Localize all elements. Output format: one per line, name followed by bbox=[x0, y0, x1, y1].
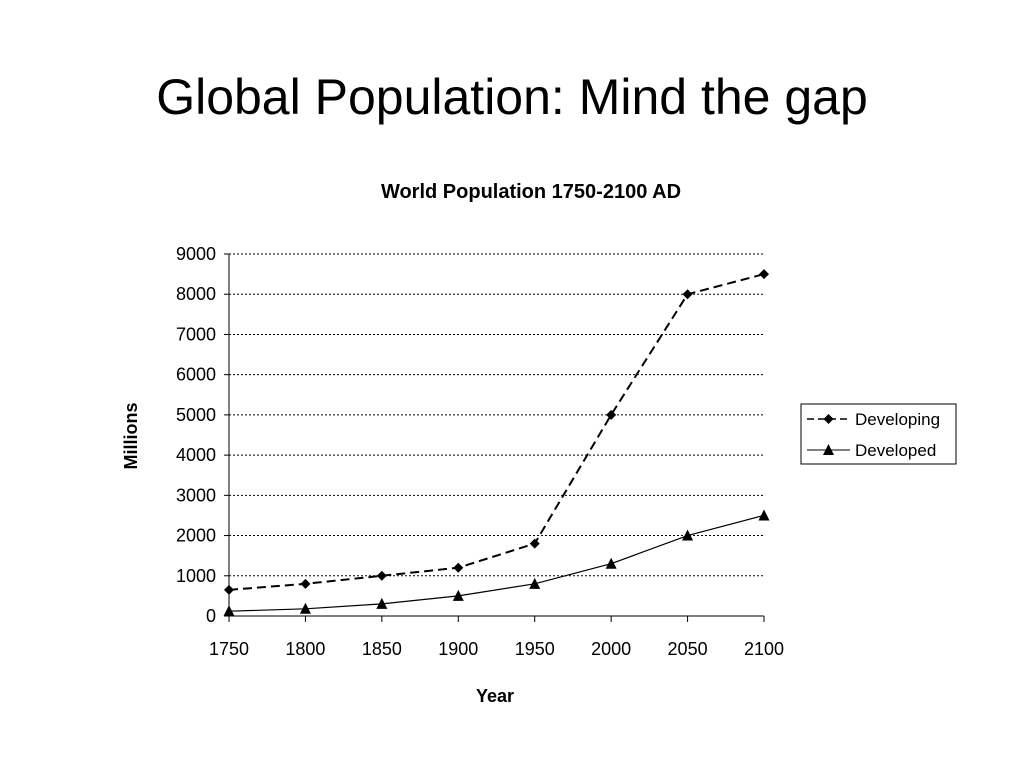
y-tick-label: 4000 bbox=[176, 445, 216, 465]
y-tick-label: 2000 bbox=[176, 526, 216, 546]
series-developing bbox=[224, 269, 769, 595]
y-tick-label: 9000 bbox=[176, 244, 216, 264]
data-point-developing bbox=[376, 570, 387, 581]
legend-developed-marker bbox=[823, 444, 834, 455]
x-tick-label: 1750 bbox=[209, 639, 249, 659]
slide-title: Global Population: Mind the gap bbox=[156, 69, 868, 125]
y-tick-label: 5000 bbox=[176, 405, 216, 425]
data-point-developing bbox=[453, 562, 464, 573]
legend-developed-label: Developed bbox=[855, 441, 936, 460]
x-tick-label: 1950 bbox=[515, 639, 555, 659]
series-line-developed bbox=[228, 514, 765, 612]
legend: Developing Developed bbox=[800, 403, 957, 465]
y-tick-label: 3000 bbox=[176, 485, 216, 505]
data-point-developed bbox=[758, 509, 770, 521]
x-tick-label: 1900 bbox=[438, 639, 478, 659]
x-tick-labels: 1750 1800 1850 1900 1950 2000 2050 2100 bbox=[209, 639, 784, 659]
y-tick-label: 7000 bbox=[176, 324, 216, 344]
series-developed bbox=[223, 509, 770, 617]
x-tick-label: 1800 bbox=[285, 639, 325, 659]
gridlines bbox=[229, 253, 764, 577]
y-tick-labels: 0 1000 2000 3000 4000 5000 6000 7000 8000 9000 bbox=[176, 244, 216, 626]
y-axis-label: Millions bbox=[121, 403, 141, 470]
data-point-developed bbox=[299, 602, 311, 614]
x-tick-label: 1850 bbox=[362, 639, 402, 659]
series-layer bbox=[223, 269, 770, 617]
data-point-developed bbox=[529, 577, 541, 589]
data-point-developing bbox=[759, 269, 769, 280]
series-line-developing bbox=[228, 273, 765, 591]
data-point-developed bbox=[223, 605, 235, 617]
y-tick-label: 1000 bbox=[176, 566, 216, 586]
y-tick-label: 8000 bbox=[176, 284, 216, 304]
data-point-developed bbox=[452, 589, 464, 601]
data-point-developed bbox=[376, 597, 388, 609]
data-point-developing bbox=[682, 289, 693, 300]
data-point-developing bbox=[224, 584, 234, 595]
y-tick-label: 6000 bbox=[176, 365, 216, 385]
data-point-developing bbox=[300, 578, 311, 589]
legend-developing-label: Developing bbox=[855, 410, 940, 429]
x-axis-label: Year bbox=[476, 686, 514, 706]
data-point-developed bbox=[605, 557, 617, 569]
data-point-developed bbox=[682, 529, 694, 541]
x-tick-label: 2000 bbox=[591, 639, 631, 659]
data-point-developing bbox=[529, 538, 540, 549]
chart-title: World Population 1750-2100 AD bbox=[381, 181, 681, 203]
legend-developing-marker bbox=[823, 414, 834, 424]
axes bbox=[224, 253, 765, 622]
data-point-developing bbox=[606, 409, 617, 420]
x-tick-label: 2050 bbox=[668, 639, 708, 659]
x-tick-label: 2100 bbox=[744, 639, 784, 659]
y-tick-label: 0 bbox=[206, 606, 216, 626]
